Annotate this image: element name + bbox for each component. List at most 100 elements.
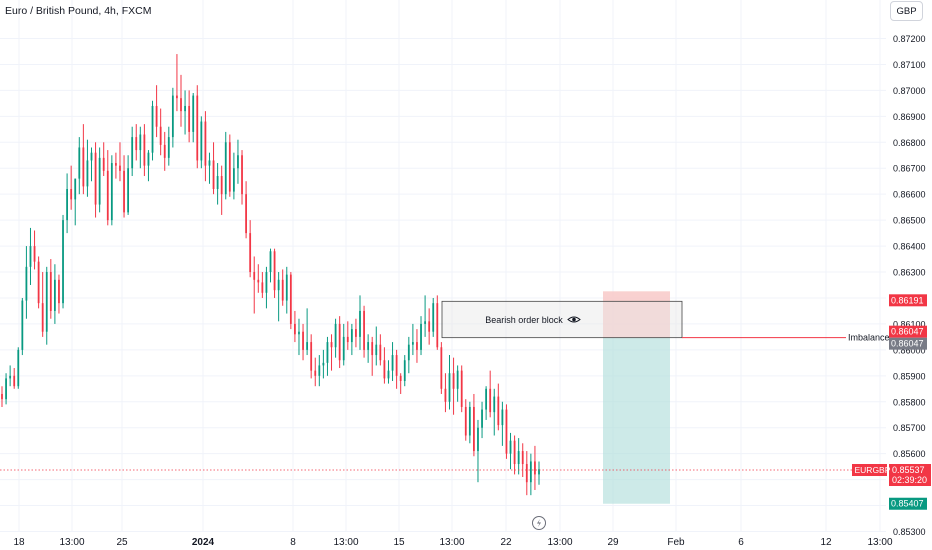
candle-body	[534, 461, 536, 475]
price-tick-label: 0.87000	[893, 86, 926, 96]
candle-body	[123, 170, 125, 213]
candle-body	[155, 105, 158, 127]
candle-body	[147, 152, 150, 166]
candle	[143, 124, 146, 177]
stop-loss-zone[interactable]	[603, 291, 670, 338]
replay-icon[interactable]	[532, 516, 546, 530]
candle	[322, 349, 325, 379]
candle-body	[135, 137, 138, 151]
candle	[444, 373, 447, 413]
price-tick-label: 0.86100	[893, 319, 926, 329]
candle-body	[167, 137, 170, 158]
candle	[371, 336, 374, 376]
time-tick-label: 13:00	[867, 537, 892, 548]
candle	[184, 90, 186, 135]
candle	[509, 432, 512, 470]
candle-body	[216, 176, 219, 189]
candle-body	[5, 378, 7, 400]
candle-body	[139, 134, 142, 151]
candle	[318, 355, 321, 387]
eye-icon[interactable]	[567, 316, 581, 323]
candle-body	[456, 370, 459, 389]
currency-button[interactable]: GBP	[890, 1, 923, 21]
candle-body	[171, 95, 174, 138]
price-tick-label: 0.86300	[893, 268, 926, 278]
price-label[interactable]: 0.86191	[889, 294, 927, 307]
candle-body	[391, 355, 394, 371]
price-tick-label: 0.87100	[893, 60, 926, 70]
candle-body	[493, 396, 496, 413]
price-axis[interactable]: 0.87200 0.87100 0.87000 0.86900 0.86800 0.867…	[852, 34, 931, 537]
candle-body	[106, 170, 109, 221]
price-tick-label: 0.86600	[893, 190, 926, 200]
candle	[505, 404, 508, 459]
candle-body	[90, 152, 93, 161]
order-block-rectangle[interactable]	[441, 300, 683, 339]
candle	[66, 173, 68, 234]
candles-layer	[1, 54, 540, 496]
candle	[232, 152, 235, 200]
candle	[196, 85, 199, 169]
candle-body	[432, 303, 435, 332]
candle	[151, 100, 154, 161]
price-label-box	[889, 325, 927, 338]
price-label[interactable]: 0.85407	[889, 497, 927, 510]
candle	[330, 334, 333, 371]
candle-body	[314, 370, 317, 376]
price-tick-label: 0.86000	[893, 345, 926, 355]
candle-body	[78, 147, 81, 179]
time-tick-label: 13:00	[333, 537, 358, 548]
price-tick-label: 0.85300	[893, 527, 926, 537]
time-tick-label: 15	[393, 537, 405, 548]
candle	[37, 256, 40, 309]
candle-body	[13, 375, 16, 387]
candle	[289, 272, 292, 330]
candle-body	[302, 331, 304, 350]
candle-body	[399, 375, 402, 382]
candle-body	[33, 246, 36, 262]
price-label[interactable]: 0.86047	[889, 337, 927, 350]
candle	[139, 126, 142, 169]
candle-body	[82, 147, 85, 187]
price-tick-label: 0.85900	[893, 371, 926, 381]
candle-body	[232, 168, 235, 192]
candle-body	[468, 406, 471, 436]
candle-body	[212, 160, 215, 189]
candle	[123, 155, 125, 218]
candle	[529, 453, 532, 496]
candle-body	[505, 409, 508, 454]
price-tick-label: 0.87200	[893, 34, 926, 44]
time-tick-label: Feb	[667, 537, 685, 548]
candle	[538, 461, 540, 485]
candle	[70, 165, 73, 210]
time-axis[interactable]: 18 13:00 25 2024 8 13:00 15 13:00 22 13:00 29 Feb 6 1…	[13, 537, 893, 548]
candle	[17, 347, 20, 389]
candle	[407, 336, 410, 374]
candle	[489, 370, 492, 418]
candle	[127, 155, 130, 215]
candle-body	[363, 310, 365, 350]
candle-body	[403, 360, 406, 382]
price-label-box	[889, 294, 927, 307]
take-profit-zone[interactable]	[603, 337, 670, 504]
annotation-zones[interactable]	[603, 291, 670, 504]
candle	[208, 152, 211, 184]
candle-body	[273, 251, 276, 291]
candle	[379, 334, 382, 366]
imbalance-label: Imbalance	[848, 333, 890, 343]
candle	[25, 246, 28, 319]
candle	[525, 451, 528, 496]
candle-body	[159, 126, 162, 145]
candle	[176, 54, 178, 112]
candle-body	[58, 279, 60, 304]
candle	[110, 155, 113, 226]
candle	[334, 318, 337, 358]
candle-body	[188, 105, 191, 132]
candle-body	[477, 427, 479, 452]
candle	[534, 445, 536, 490]
price-tick-label: 0.86400	[893, 242, 926, 252]
price-label[interactable]: 0.86047	[889, 325, 927, 338]
